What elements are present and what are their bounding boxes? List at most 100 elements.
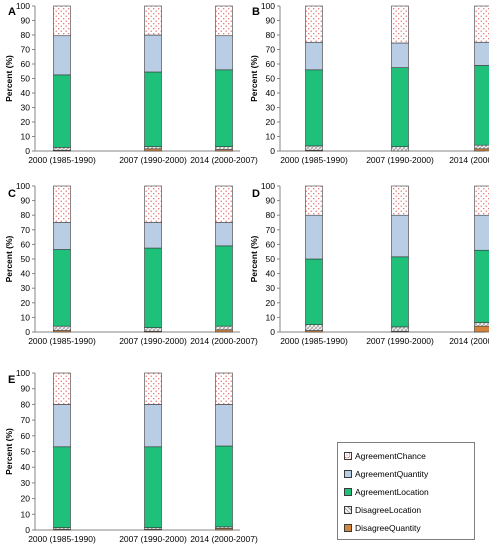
panel-d-ytick-label-20: 20 [266, 298, 276, 308]
legend-label-agreement-chance: AgreementChance [355, 451, 426, 461]
panel-d-bar-3-agreement-chance [474, 185, 489, 216]
panel-a-ylabel: Percent (%) [4, 55, 14, 102]
legend-swatch-disagree-location [344, 506, 352, 514]
panel-d-ytick-label-10: 10 [266, 312, 276, 322]
panel-d-bar-2-agreement-chance [391, 185, 409, 216]
panel-c-bar-3-disagree-quantity [215, 329, 233, 333]
panel-d-bar-2-agreement-quantity [391, 214, 409, 258]
panel-e-ytick-label-30: 30 [21, 478, 31, 488]
panel-c-xtick-label-3: 2014 (2000-2007) [190, 336, 258, 346]
panel-d-ytick-label-60: 60 [266, 239, 276, 249]
panel-a-bar-1-agreement-location [53, 74, 71, 148]
panel-a-bar-2-disagree-quantity [144, 148, 162, 152]
panel-e-bar-3-agreement-chance [215, 372, 233, 405]
panel-c-bar-2-agreement-quantity [144, 222, 162, 249]
panel-b-bar-3-agreement-chance [474, 5, 489, 43]
panel-a-bar-3-agreement-quantity [215, 35, 233, 71]
panel-a-ytick-label-80: 80 [21, 30, 31, 40]
panel-a-bar-1-disagree-location [53, 147, 71, 151]
panel-b-bar-2-agreement-chance [391, 5, 409, 44]
panel-b-ylabel: Percent (%) [249, 55, 259, 102]
panel-b-bar-3-agreement-quantity [474, 41, 489, 66]
panel-b-ytick-label-90: 90 [266, 16, 276, 26]
panel-e-ytick-label-10: 10 [21, 509, 31, 519]
panel-e-ytick-label-50: 50 [21, 447, 31, 457]
panel-b-ytick-label-40: 40 [266, 88, 276, 98]
panel-a-ytick-label-0: 0 [25, 146, 30, 156]
panel-d-ytick-label-100: 100 [261, 181, 275, 191]
panel-b-bar-3-disagree-location [474, 144, 489, 150]
legend-item-disagree-location: DisagreeLocation [344, 504, 421, 516]
panel-d-ytick-label-90: 90 [266, 196, 276, 206]
panel-d-bar-2-agreement-location [391, 256, 409, 328]
panel-b-bar-1-disagree-location [305, 145, 323, 151]
panel-a-bar-3-agreement-location [215, 69, 233, 147]
panel-e-xtick-label-3: 2014 (2000-2007) [190, 534, 258, 544]
panel-c-ytick-label-20: 20 [21, 298, 31, 308]
panel-c-ytick-label-80: 80 [21, 210, 31, 220]
panel-a-label: A [8, 6, 16, 18]
panel-c-ytick-label-50: 50 [21, 254, 31, 264]
panel-b-xtick-label-1: 2000 (1985-1990) [280, 155, 348, 165]
legend-label-agreement-location: AgreementLocation [355, 487, 429, 497]
panel-e-ytick-label-20: 20 [21, 494, 31, 504]
panel-e-ytick-label-40: 40 [21, 462, 31, 472]
panel-b-ytick-label-0: 0 [270, 146, 275, 156]
panel-d-bar-3-disagree-location [474, 322, 489, 327]
panel-a-bar-2-agreement-chance [144, 5, 162, 36]
panel-c-ytick-label-40: 40 [21, 269, 31, 279]
panel-c-bar-1-agreement-quantity [53, 222, 71, 250]
panel-c-bar-2-agreement-chance [144, 185, 162, 223]
panel-d-ytick-label-40: 40 [266, 269, 276, 279]
panel-c-bar-1-agreement-location [53, 249, 71, 327]
panel-a-ytick-label-90: 90 [21, 16, 31, 26]
panel-b-ytick-label-50: 50 [266, 74, 276, 84]
panel-d-bar-3-agreement-location [474, 249, 489, 323]
panel-d-ytick-label-50: 50 [266, 254, 276, 264]
panel-d-xtick-label-3: 2014 (2000-2007) [449, 336, 489, 346]
panel-d-bar-1-agreement-location [305, 258, 323, 325]
panel-e-label: E [8, 374, 15, 386]
panel-c-ytick-label-10: 10 [21, 312, 31, 322]
panel-d-bar-3-agreement-quantity [474, 214, 489, 251]
panel-a-xtick-label-1: 2000 (1985-1990) [28, 155, 96, 165]
panel-e-ytick-label-100: 100 [16, 368, 30, 378]
panel-c-ytick-label-90: 90 [21, 196, 31, 206]
panel-e-bar-2-agreement-location [144, 446, 162, 528]
panel-d-bar-1-agreement-quantity [305, 214, 323, 260]
panel-c-bar-2-agreement-location [144, 247, 162, 328]
panel-a-ytick-label-100: 100 [16, 1, 30, 11]
panel-d-ytick-label-30: 30 [266, 283, 276, 293]
panel-e-bar-3-agreement-quantity [215, 404, 233, 447]
legend-label-disagree-location: DisagreeLocation [355, 505, 422, 515]
legend-item-disagree-quantity: DisagreeQuantity [344, 522, 421, 534]
panel-a-ytick-label-60: 60 [21, 59, 31, 69]
legend-item-agreement-chance: AgreementChance [344, 450, 426, 462]
panel-c-ytick-label-0: 0 [25, 327, 30, 337]
panel-a-bar-1-agreement-quantity [53, 35, 71, 76]
panel-c-ytick-label-70: 70 [21, 225, 31, 235]
panel-b-label: B [252, 6, 260, 18]
panel-b-ytick-label-70: 70 [266, 45, 276, 55]
legend-label-agreement-quantity: AgreementQuantity [355, 469, 429, 479]
panel-a-bar-2-agreement-location [144, 71, 162, 147]
panel-e-ytick-label-70: 70 [21, 415, 31, 425]
panel-e-bar-1-agreement-location [53, 446, 71, 528]
panel-d-ytick-label-0: 0 [270, 327, 275, 337]
panel-a-ytick-label-40: 40 [21, 88, 31, 98]
panel-b-ytick-label-100: 100 [261, 1, 275, 11]
panel-e-ytick-label-90: 90 [21, 384, 31, 394]
panel-b-ytick-label-80: 80 [266, 30, 276, 40]
panel-e-xtick-label-2: 2007 (1990-2000) [119, 534, 187, 544]
panel-b-ytick-label-60: 60 [266, 59, 276, 69]
panel-c-bar-3-agreement-location [215, 245, 233, 327]
panel-e-bar-1-agreement-chance [53, 372, 71, 405]
panel-a-ytick-label-20: 20 [21, 117, 31, 127]
panel-e-ylabel: Percent (%) [4, 428, 14, 475]
panel-c-bar-1-agreement-chance [53, 185, 71, 223]
panel-d-bar-3-disagree-quantity [474, 325, 489, 333]
panel-e-bar-2-agreement-quantity [144, 404, 162, 448]
panel-a-ytick-label-70: 70 [21, 45, 31, 55]
panel-e-bar-1-agreement-quantity [53, 404, 71, 448]
